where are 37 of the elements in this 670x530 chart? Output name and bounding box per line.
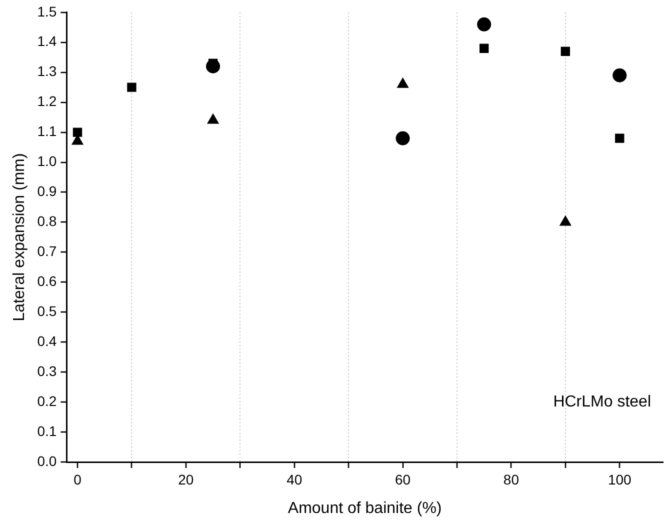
y-tick-label: 1.5 bbox=[37, 3, 57, 20]
y-tick-label: 1.2 bbox=[37, 93, 57, 110]
x-tick-label: 80 bbox=[503, 471, 520, 488]
x-tick-label: 0 bbox=[74, 471, 82, 488]
y-tick-label: 1.4 bbox=[37, 33, 57, 50]
point bbox=[206, 113, 220, 124]
y-tick-label: 0.1 bbox=[37, 422, 57, 439]
point bbox=[612, 68, 627, 82]
x-axis-title: Amount of bainite (%) bbox=[288, 500, 442, 517]
y-tick-label: 0.9 bbox=[37, 183, 57, 200]
annotation: HCrLMo steel bbox=[553, 394, 651, 411]
y-tick-label: 0.5 bbox=[37, 302, 57, 319]
y-axis-title: Lateral expansion (mm) bbox=[11, 153, 28, 322]
y-tick-label: 0.7 bbox=[37, 243, 57, 260]
y-tick-label: 0.2 bbox=[37, 392, 57, 409]
point bbox=[396, 77, 409, 88]
y-tick-label: 0.8 bbox=[37, 213, 57, 230]
point bbox=[477, 17, 492, 32]
y-tick-label: 0.4 bbox=[37, 332, 57, 349]
x-tick-label: 40 bbox=[286, 471, 302, 488]
x-tick-label: 60 bbox=[394, 471, 411, 488]
y-tick-label: 1.3 bbox=[37, 63, 57, 80]
point bbox=[560, 46, 570, 56]
y-tick-label: 1.1 bbox=[37, 123, 57, 140]
y-tick-label: 0.0 bbox=[37, 452, 57, 469]
point bbox=[559, 215, 572, 226]
point bbox=[615, 134, 624, 143]
point bbox=[127, 82, 136, 92]
x-tick-label: 20 bbox=[178, 471, 194, 488]
x-tick-label: 100 bbox=[608, 471, 632, 488]
point bbox=[72, 128, 82, 137]
y-tick-label: 0.6 bbox=[37, 273, 57, 290]
point bbox=[206, 59, 220, 74]
point bbox=[480, 44, 489, 53]
y-tick-label: 0.3 bbox=[37, 362, 57, 379]
point bbox=[396, 131, 410, 146]
y-tick-label: 1.0 bbox=[37, 153, 57, 170]
